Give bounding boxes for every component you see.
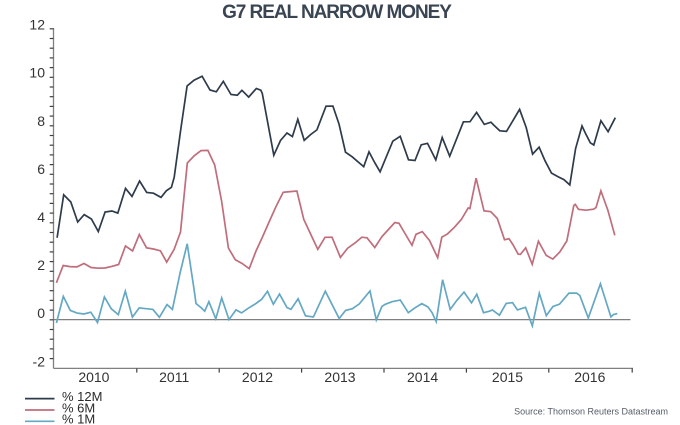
svg-text:0: 0 <box>37 305 45 321</box>
svg-text:10: 10 <box>29 65 45 81</box>
svg-text:% 6M: % 6M <box>62 400 95 415</box>
svg-text:% 12M: % 12M <box>62 389 102 404</box>
svg-text:2: 2 <box>37 257 45 273</box>
svg-text:2011: 2011 <box>159 369 189 385</box>
svg-text:12: 12 <box>29 17 45 33</box>
svg-text:6: 6 <box>37 161 45 177</box>
svg-text:2012: 2012 <box>242 369 273 385</box>
svg-text:8: 8 <box>37 113 45 129</box>
svg-text:G7 REAL NARROW MONEY: G7 REAL NARROW MONEY <box>222 2 452 23</box>
svg-text:2010: 2010 <box>78 369 109 385</box>
svg-text:4: 4 <box>37 209 45 225</box>
svg-text:Source: Thomson Reuters Datast: Source: Thomson Reuters Datastream <box>514 407 668 417</box>
svg-text:2014: 2014 <box>407 369 438 385</box>
svg-text:2016: 2016 <box>574 369 605 385</box>
svg-text:-2: -2 <box>33 353 46 369</box>
svg-text:2015: 2015 <box>492 369 523 385</box>
svg-text:% 1M: % 1M <box>62 412 95 425</box>
svg-text:2013: 2013 <box>324 369 355 385</box>
